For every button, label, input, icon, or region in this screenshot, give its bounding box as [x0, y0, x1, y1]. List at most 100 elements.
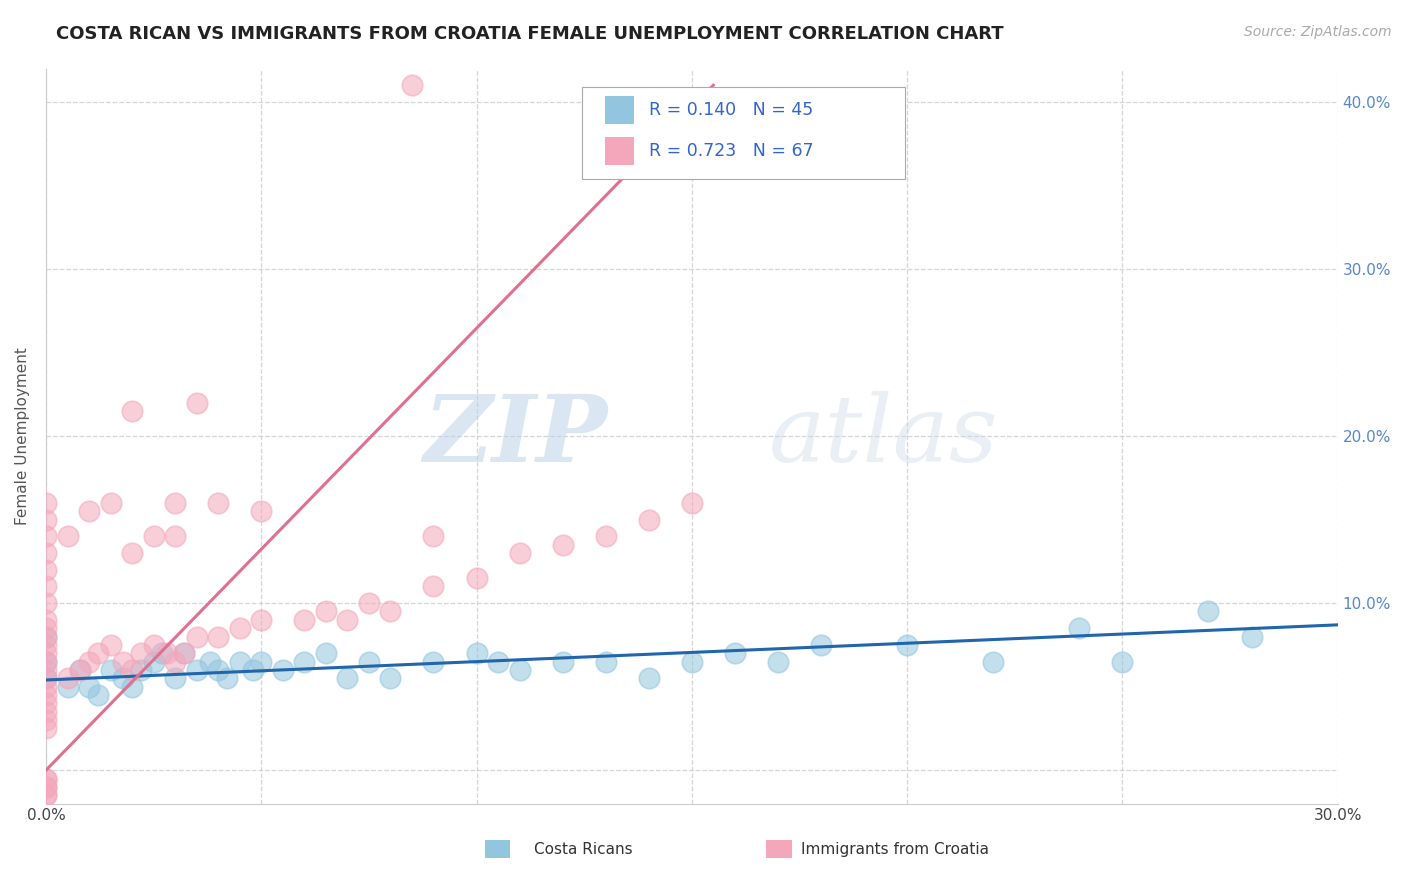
- Point: [215, 671, 238, 685]
- Text: COSTA RICAN VS IMMIGRANTS FROM CROATIA FEMALE UNEMPLOYMENT CORRELATION CHART: COSTA RICAN VS IMMIGRANTS FROM CROATIA F…: [56, 25, 1004, 43]
- FancyBboxPatch shape: [605, 137, 634, 165]
- Point: [250, 655, 273, 669]
- Point: [509, 546, 531, 560]
- Point: [1111, 655, 1133, 669]
- Text: Immigrants from Croatia: Immigrants from Croatia: [801, 842, 990, 856]
- Point: [35, 780, 58, 794]
- Text: ZIP: ZIP: [423, 391, 607, 481]
- Point: [165, 496, 187, 510]
- Point: [198, 655, 221, 669]
- Point: [724, 646, 747, 660]
- Point: [380, 605, 402, 619]
- Point: [35, 613, 58, 627]
- Point: [35, 780, 58, 794]
- Point: [35, 630, 58, 644]
- Point: [422, 655, 444, 669]
- Point: [1069, 621, 1091, 635]
- Point: [681, 496, 703, 510]
- Point: [401, 78, 423, 93]
- FancyBboxPatch shape: [605, 96, 634, 124]
- Point: [896, 638, 918, 652]
- Point: [422, 579, 444, 593]
- Point: [77, 655, 100, 669]
- Point: [35, 546, 58, 560]
- Point: [186, 395, 208, 409]
- Point: [56, 529, 79, 543]
- Point: [121, 663, 143, 677]
- Point: [155, 646, 177, 660]
- Point: [35, 529, 58, 543]
- Point: [35, 655, 58, 669]
- Point: [315, 605, 337, 619]
- Point: [681, 655, 703, 669]
- Point: [35, 772, 58, 786]
- Text: R = 0.723   N = 67: R = 0.723 N = 67: [650, 142, 814, 160]
- Point: [250, 504, 273, 518]
- Point: [315, 646, 337, 660]
- Point: [77, 504, 100, 518]
- Point: [150, 646, 173, 660]
- Point: [810, 638, 832, 652]
- Point: [56, 671, 79, 685]
- Point: [228, 655, 250, 669]
- Point: [173, 646, 195, 660]
- Point: [35, 680, 58, 694]
- Point: [142, 529, 165, 543]
- Point: [981, 655, 1004, 669]
- Point: [1198, 605, 1220, 619]
- Point: [207, 630, 229, 644]
- Point: [112, 655, 135, 669]
- FancyBboxPatch shape: [582, 87, 905, 178]
- Point: [69, 663, 91, 677]
- Point: [766, 655, 789, 669]
- Point: [292, 613, 315, 627]
- Point: [35, 621, 58, 635]
- Point: [551, 655, 574, 669]
- Point: [186, 663, 208, 677]
- Point: [35, 713, 58, 727]
- Point: [271, 663, 294, 677]
- Point: [207, 663, 229, 677]
- Point: [35, 630, 58, 644]
- Point: [486, 655, 509, 669]
- Point: [35, 705, 58, 719]
- Text: R = 0.140   N = 45: R = 0.140 N = 45: [650, 102, 814, 120]
- Point: [86, 646, 108, 660]
- Point: [380, 671, 402, 685]
- Point: [129, 663, 152, 677]
- Point: [35, 579, 58, 593]
- Point: [56, 680, 79, 694]
- Point: [336, 613, 359, 627]
- Point: [1240, 630, 1263, 644]
- Point: [35, 563, 58, 577]
- Point: [77, 680, 100, 694]
- Point: [100, 663, 122, 677]
- Point: [35, 722, 58, 736]
- Point: [509, 663, 531, 677]
- Point: [35, 772, 58, 786]
- Point: [100, 638, 122, 652]
- Point: [228, 621, 250, 635]
- Point: [35, 697, 58, 711]
- Point: [35, 638, 58, 652]
- Point: [595, 655, 617, 669]
- Point: [35, 496, 58, 510]
- Text: Costa Ricans: Costa Ricans: [534, 842, 633, 856]
- Point: [35, 513, 58, 527]
- Point: [551, 538, 574, 552]
- Point: [35, 688, 58, 702]
- Point: [165, 655, 187, 669]
- Point: [186, 630, 208, 644]
- Point: [357, 655, 380, 669]
- Point: [129, 646, 152, 660]
- Point: [357, 596, 380, 610]
- Point: [422, 529, 444, 543]
- Point: [121, 404, 143, 418]
- Point: [112, 671, 135, 685]
- Point: [465, 646, 488, 660]
- Point: [35, 671, 58, 685]
- Point: [165, 671, 187, 685]
- Point: [35, 596, 58, 610]
- Point: [35, 671, 58, 685]
- Text: atlas: atlas: [769, 391, 998, 481]
